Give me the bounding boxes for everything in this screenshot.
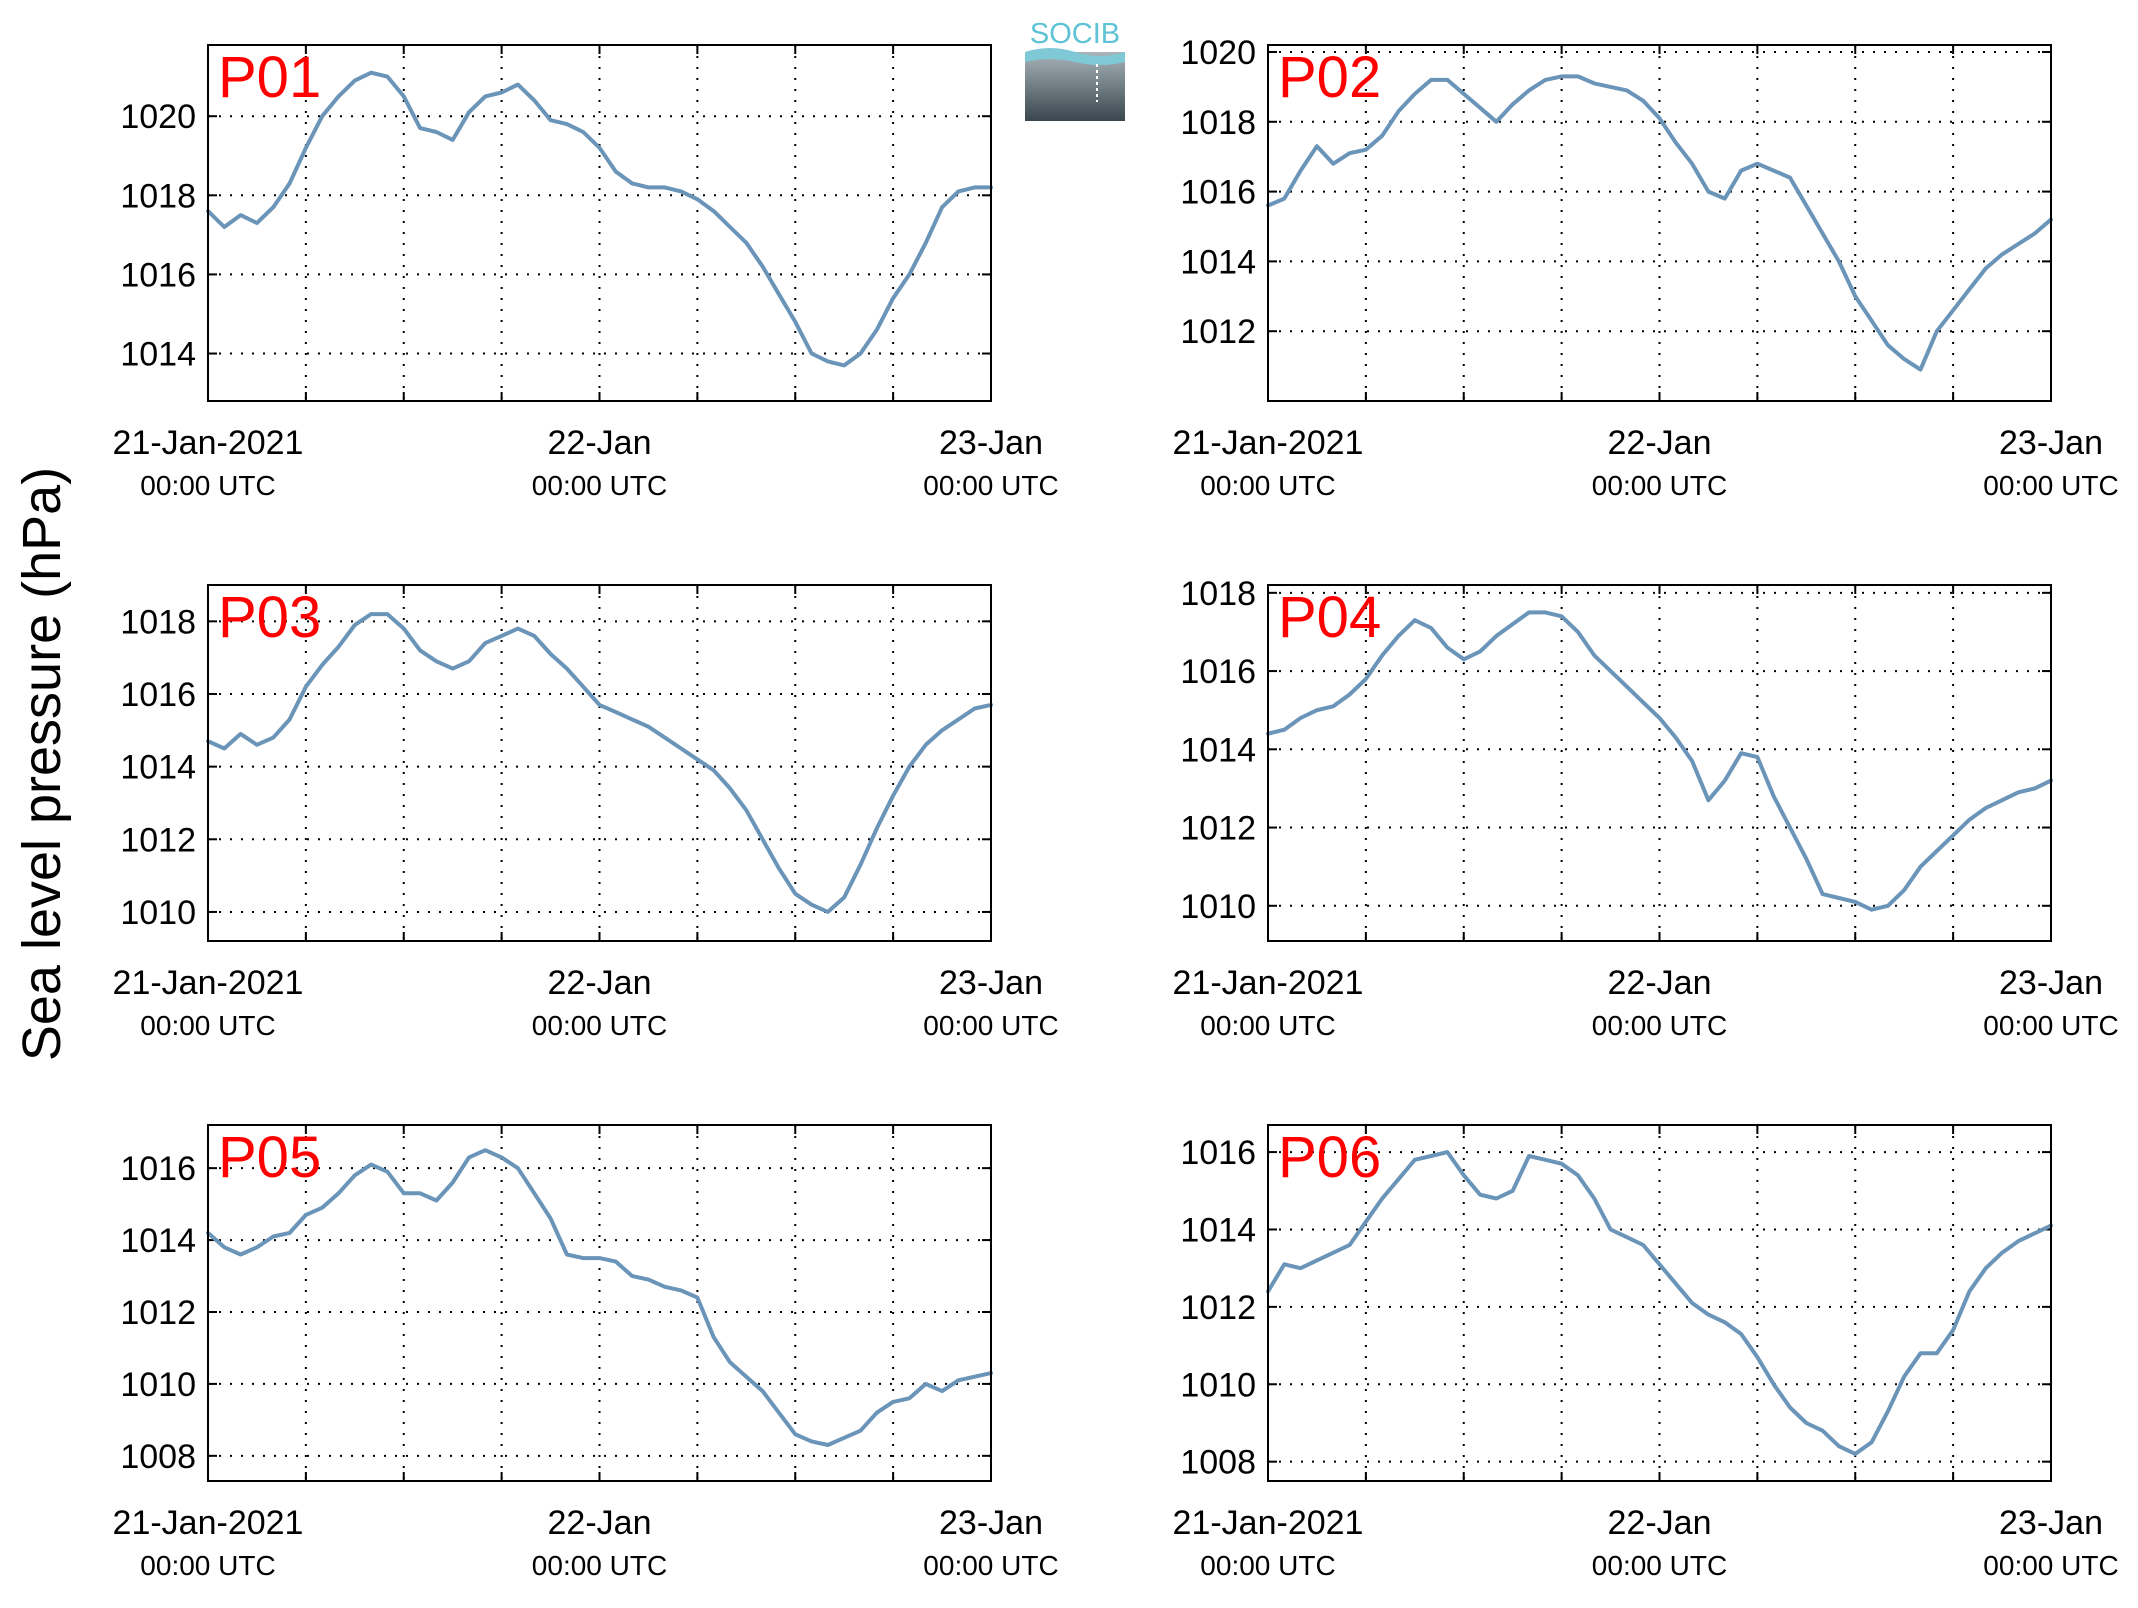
- chart-panel-p02: 1012 1014 1016 1018 1020 21-Jan-2021 00:00 UTC…: [1173, 34, 2119, 501]
- y-tick-label: 1018: [1180, 104, 1256, 142]
- y-tick-label: 1014: [1180, 1211, 1256, 1249]
- y-tick-label: 1016: [1180, 653, 1256, 691]
- x-tick-label-time: 00:00 UTC: [1983, 1550, 2118, 1581]
- y-tick-label: 1018: [120, 177, 196, 215]
- x-tick-label-date: 23-Jan: [939, 1504, 1043, 1542]
- x-tick-label-time: 00:00 UTC: [1983, 470, 2118, 501]
- panel-label: P04: [1278, 585, 1381, 650]
- panel-label: P02: [1278, 45, 1381, 110]
- x-tick-label-date: 23-Jan: [939, 424, 1043, 462]
- x-tick-label-time: 00:00 UTC: [140, 1550, 275, 1581]
- series-line-p06: [1266, 1150, 2053, 1456]
- axes-frame: [1267, 584, 2052, 942]
- series-line-p05: [206, 1148, 993, 1447]
- x-tick-label-time: 00:00 UTC: [1200, 470, 1335, 501]
- y-tick-label: 1014: [120, 1222, 196, 1260]
- y-tick-label: 1016: [120, 256, 196, 294]
- panel-label: P01: [218, 45, 321, 110]
- y-tick-label: 1008: [1180, 1444, 1256, 1482]
- x-tick-label-time: 00:00 UTC: [923, 470, 1058, 501]
- y-tick-label: 1014: [1180, 731, 1256, 769]
- y-tick-label: 1012: [120, 1294, 196, 1332]
- y-tick-label: 1012: [1180, 313, 1256, 351]
- x-tick-label-date: 21-Jan-2021: [113, 964, 304, 1002]
- y-tick-label: 1014: [1180, 243, 1256, 281]
- x-tick-label-time: 00:00 UTC: [1200, 1010, 1335, 1041]
- x-tick-label-time: 00:00 UTC: [532, 1550, 667, 1581]
- x-tick-label-date: 22-Jan: [548, 1504, 652, 1542]
- chart-panel-p06: 1008 1010 1012 1014 1016 21-Jan-2021 00:00 UTC…: [1173, 1124, 2119, 1581]
- x-tick-label-date: 21-Jan-2021: [1173, 424, 1364, 462]
- chart-panel-p01: 1014 1016 1018 1020 21-Jan-2021 00:00 UTC 22-J…: [113, 44, 1059, 501]
- panel-label: P03: [218, 585, 321, 650]
- chart-panel-p05: 1008 1010 1012 1014 1016 21-Jan-2021 00:00 UTC…: [113, 1124, 1059, 1581]
- y-tick-label: 1016: [120, 676, 196, 714]
- y-tick-label: 1020: [120, 98, 196, 136]
- x-tick-label-date: 22-Jan: [1608, 1504, 1712, 1542]
- x-tick-label-time: 00:00 UTC: [923, 1010, 1058, 1041]
- chart-panel-p03: 1010 1012 1014 1016 1018 21-Jan-2021 00:00 UTC…: [113, 584, 1059, 1041]
- y-tick-label: 1016: [120, 1150, 196, 1188]
- socib-logo: SOCIB: [1025, 18, 1125, 121]
- y-tick-label: 1014: [120, 749, 196, 787]
- y-tick-label: 1020: [1180, 34, 1256, 72]
- series-line-p02: [1266, 74, 2053, 372]
- y-tick-label: 1014: [120, 336, 196, 374]
- panel-label: P05: [218, 1125, 321, 1190]
- chart-panel-p04: 1010 1012 1014 1016 1018 21-Jan-2021 00:00 UTC…: [1173, 575, 2119, 1041]
- x-tick-label-time: 00:00 UTC: [1592, 470, 1727, 501]
- x-tick-label-date: 21-Jan-2021: [113, 1504, 304, 1542]
- y-tick-label: 1016: [1180, 1134, 1256, 1172]
- axes-frame: [1267, 44, 2052, 402]
- x-tick-label-time: 00:00 UTC: [1592, 1010, 1727, 1041]
- x-tick-label-date: 22-Jan: [548, 964, 652, 1002]
- axes-frame: [207, 44, 992, 402]
- x-tick-label-time: 00:00 UTC: [1983, 1010, 2118, 1041]
- x-tick-label-time: 00:00 UTC: [532, 470, 667, 501]
- x-tick-label-date: 21-Jan-2021: [1173, 964, 1364, 1002]
- logo-text: SOCIB: [1030, 18, 1120, 50]
- x-tick-label-time: 00:00 UTC: [1592, 1550, 1727, 1581]
- x-tick-label-date: 23-Jan: [1999, 964, 2103, 1002]
- y-tick-label: 1010: [1180, 1366, 1256, 1404]
- x-tick-label-time: 00:00 UTC: [923, 1550, 1058, 1581]
- x-tick-label-date: 22-Jan: [548, 424, 652, 462]
- x-tick-label-time: 00:00 UTC: [140, 1010, 275, 1041]
- y-tick-label: 1018: [120, 603, 196, 641]
- y-tick-label: 1010: [120, 1366, 196, 1404]
- axes-frame: [207, 1124, 992, 1482]
- y-tick-label: 1010: [1180, 888, 1256, 926]
- series-line-p01: [206, 70, 993, 368]
- axes-frame: [1267, 1124, 2052, 1482]
- x-tick-label-date: 23-Jan: [1999, 424, 2103, 462]
- panel-label: P06: [1278, 1125, 1381, 1190]
- y-tick-label: 1016: [1180, 174, 1256, 212]
- y-tick-label: 1018: [1180, 575, 1256, 613]
- y-tick-label: 1012: [120, 821, 196, 859]
- x-tick-label-date: 21-Jan-2021: [1173, 1504, 1364, 1542]
- x-tick-label-time: 00:00 UTC: [532, 1010, 667, 1041]
- chart-panels: 1014 1016 1018 1020 21-Jan-2021 00:00 UTC 22-J…: [113, 34, 2119, 1581]
- y-axis-label: Sea level pressure (hPa): [12, 467, 72, 1061]
- y-tick-label: 1008: [120, 1438, 196, 1476]
- y-tick-label: 1012: [1180, 810, 1256, 848]
- y-tick-label: 1012: [1180, 1289, 1256, 1327]
- x-tick-label-date: 23-Jan: [1999, 1504, 2103, 1542]
- x-tick-label-date: 22-Jan: [1608, 964, 1712, 1002]
- x-tick-label-time: 00:00 UTC: [1200, 1550, 1335, 1581]
- x-tick-label-date: 21-Jan-2021: [113, 424, 304, 462]
- x-tick-label-date: 22-Jan: [1608, 424, 1712, 462]
- y-tick-label: 1010: [120, 894, 196, 932]
- x-tick-label-time: 00:00 UTC: [140, 470, 275, 501]
- series-line-p04: [1266, 610, 2053, 912]
- x-tick-label-date: 23-Jan: [939, 964, 1043, 1002]
- axes-frame: [207, 584, 992, 942]
- series-line-p03: [206, 612, 993, 914]
